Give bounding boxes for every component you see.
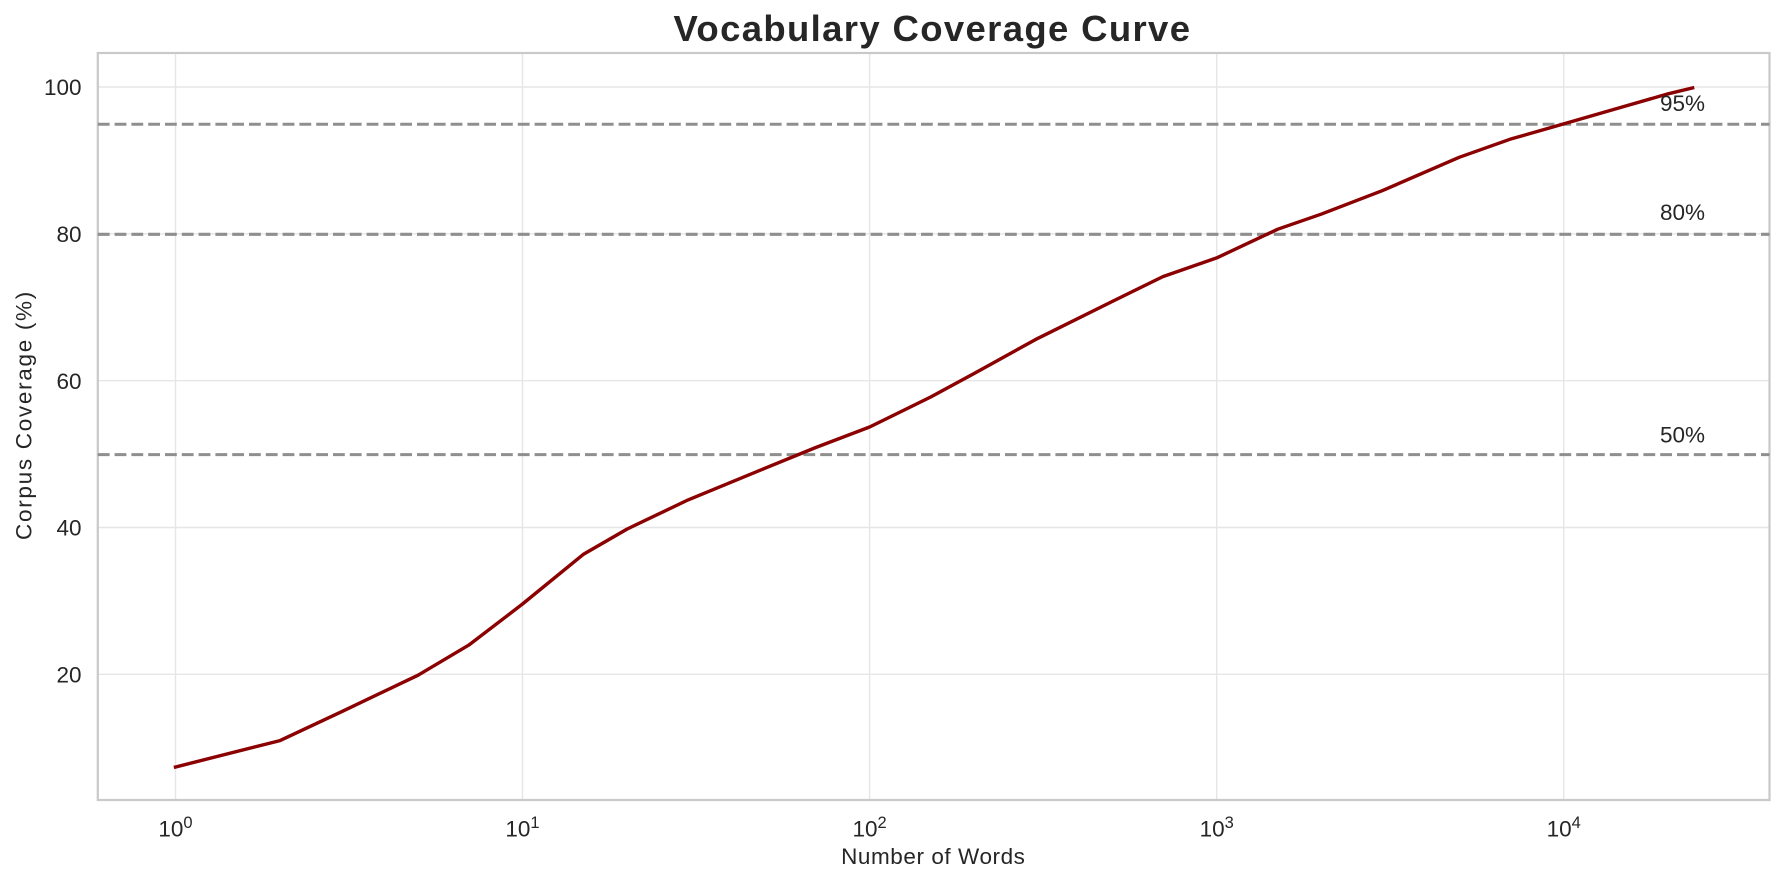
- svg-text:20: 20: [56, 663, 81, 688]
- svg-text:40: 40: [56, 516, 81, 541]
- svg-text:50%: 50%: [1660, 422, 1705, 447]
- svg-text:Vocabulary Coverage Curve: Vocabulary Coverage Curve: [673, 8, 1191, 49]
- svg-text:Corpus Coverage (%): Corpus Coverage (%): [12, 290, 37, 540]
- svg-text:100: 100: [44, 75, 82, 100]
- svg-text:80%: 80%: [1660, 200, 1705, 225]
- svg-text:80: 80: [56, 222, 81, 247]
- svg-text:60: 60: [56, 369, 81, 394]
- svg-text:95%: 95%: [1660, 91, 1705, 116]
- svg-text:Number of Words: Number of Words: [841, 844, 1025, 869]
